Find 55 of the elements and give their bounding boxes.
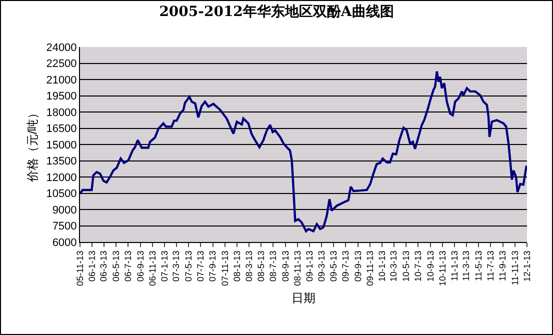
x-tick-label: 11-1-13: [449, 250, 460, 281]
line-series: [80, 70, 527, 232]
x-tick-label: 09-1-13: [304, 250, 315, 282]
x-tick-label: 09-9-13: [352, 250, 363, 282]
y-axis-title: 价格（元/吨）: [26, 106, 40, 184]
x-tick-label: 11-9-13: [498, 250, 508, 281]
x-tick-label: 07-11-13: [220, 250, 230, 286]
x-tick-label: 09-3-13: [316, 250, 326, 282]
y-tick-label: 22500: [46, 58, 77, 70]
x-tick-label: 08-5-13: [256, 250, 266, 282]
x-tick-label: 09-7-13: [340, 250, 351, 282]
y-tick-label: 21000: [46, 74, 77, 86]
x-tick-label: 06-1-13: [87, 250, 98, 282]
x-tick-label: 10-11-13: [437, 250, 448, 286]
x-tick-label: 08-3-13: [244, 250, 254, 282]
x-tick-label: 07-9-13: [208, 250, 218, 282]
x-axis-title: 日期: [292, 290, 316, 305]
x-tick-label: 09-5-13: [328, 250, 338, 282]
x-tick-label: 11-7-13: [485, 250, 496, 281]
x-tick-label: 06-3-13: [98, 250, 109, 282]
x-tick-label: 07-3-13: [171, 250, 182, 282]
x-tick-label: 11-5-13: [473, 250, 484, 281]
x-tick-label: 06-11-13: [147, 250, 158, 286]
x-tick-label: 08-11-13: [292, 250, 302, 286]
x-tick-label: 12-1-13: [522, 250, 532, 282]
x-tick-label: 10-3-13: [388, 250, 399, 282]
x-tick-label: 07-1-13: [159, 250, 170, 282]
x-tick-label: 11-3-13: [461, 250, 472, 281]
y-tick-label: 19500: [46, 90, 77, 103]
y-tick-label: 6000: [52, 236, 77, 249]
x-tick-label: 07-5-13: [183, 250, 194, 282]
y-tick-label: 15000: [46, 139, 77, 152]
x-tick-label: 06-5-13: [110, 250, 121, 282]
x-tick-label: 08-1-13: [232, 250, 242, 282]
x-tick-label: 05-11-13: [74, 250, 85, 286]
y-tick-label: 16500: [46, 123, 77, 136]
y-tick-label: 7500: [52, 220, 77, 233]
y-tick-label: 9000: [52, 204, 77, 216]
x-tick-label: 10-7-13: [412, 250, 423, 282]
x-tick-label: 06-7-13: [122, 250, 133, 282]
x-tick-label: 10-1-13: [377, 250, 388, 282]
y-tick-label: 13500: [46, 156, 77, 168]
y-tick-label: 12000: [46, 172, 77, 184]
x-tick-label: 09-11-13: [364, 250, 375, 286]
x-tick-label: 06-9-13: [135, 250, 146, 282]
chart-title: 2005-2012年华东地区双酚A曲线图: [159, 2, 394, 20]
y-tick-label: 10500: [46, 188, 77, 200]
y-tick-label: 24000: [46, 42, 77, 54]
x-tick-label: 08-7-13: [268, 250, 278, 282]
x-tick-label: 07-7-13: [195, 250, 206, 282]
x-tick-label: 10-9-13: [425, 250, 436, 282]
x-tick-label: 08-9-13: [280, 250, 290, 282]
y-tick-label: 18000: [46, 106, 77, 119]
x-tick-label: 11-11-13: [510, 250, 520, 286]
x-tick-label: 10-5-13: [400, 250, 411, 282]
